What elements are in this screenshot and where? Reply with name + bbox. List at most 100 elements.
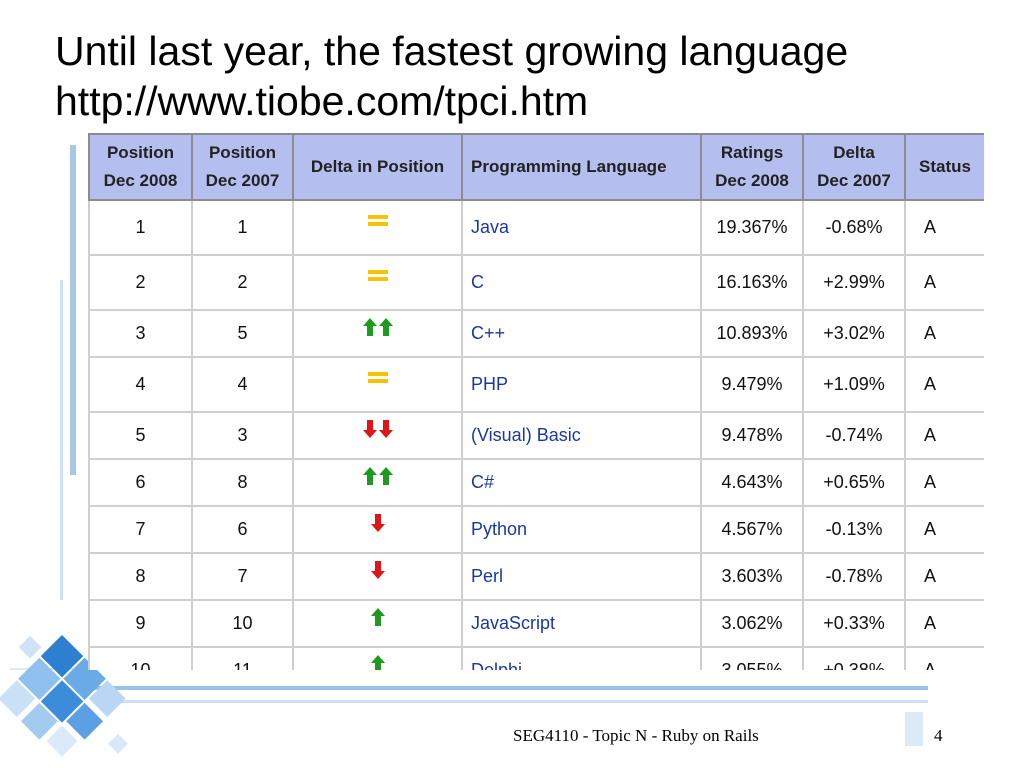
table-row: 6 8 C# 4.643% +0.65% A: [88, 458, 984, 507]
equal-icon: [367, 270, 388, 281]
cell-delta: +0.65%: [802, 458, 906, 507]
double-arrow-down-icon: [362, 420, 393, 438]
cell-language-link[interactable]: C#: [461, 458, 702, 507]
cell-delta-position: [292, 505, 463, 554]
cell-position-2007: 2: [191, 254, 294, 311]
cell-status: A: [904, 646, 984, 670]
tiobe-table-image: Position Dec 2008 Position Dec 2007 Delta …: [88, 133, 984, 670]
table-row: 3 5 C++ 10.893% +3.02% A: [88, 309, 984, 358]
cell-rating: 16.163%: [700, 254, 804, 311]
cell-language-link[interactable]: Java: [461, 199, 702, 256]
cell-language-link[interactable]: PHP: [461, 356, 702, 413]
cell-status: A: [904, 254, 984, 311]
cell-delta: +1.09%: [802, 356, 906, 413]
header-delta: Delta Dec 2007: [802, 133, 906, 201]
cell-delta-position: [292, 309, 463, 358]
cell-position-2007: 4: [191, 356, 294, 413]
cell-position-2008: 2: [88, 254, 193, 311]
cell-position-2008: 7: [88, 505, 193, 554]
cell-position-2008: 6: [88, 458, 193, 507]
cell-position-2008: 1: [88, 199, 193, 256]
header-ratings: Ratings Dec 2008: [700, 133, 804, 201]
cell-position-2008: 3: [88, 309, 193, 358]
cell-status: A: [904, 505, 984, 554]
header-delta-position: Delta in Position: [292, 133, 463, 201]
cell-position-2008: 8: [88, 552, 193, 601]
cell-position-2007: 10: [191, 599, 294, 648]
cell-rating: 10.893%: [700, 309, 804, 358]
table-row: 2 2 C 16.163% +2.99% A: [88, 254, 984, 311]
page-number: 4: [934, 726, 943, 745]
arrow-down-icon: [370, 514, 385, 532]
title-line-1: Until last year, the fastest growing lan…: [55, 28, 849, 74]
header-position-2008: Position Dec 2008: [88, 133, 193, 201]
table-row: 8 7 Perl 3.603% -0.78% A: [88, 552, 984, 601]
cell-position-2008: 9: [88, 599, 193, 648]
cell-delta-position: [292, 458, 463, 507]
table-header-row: Position Dec 2008 Position Dec 2007 Delta …: [88, 133, 984, 201]
table-body: 1 1 Java 19.367% -0.68% A 2 2 C 16.163% +2.99% A 3 5 C…: [88, 199, 984, 670]
table-row: 4 4 PHP 9.479% +1.09% A: [88, 356, 984, 413]
arrow-up-icon: [370, 655, 385, 670]
header-language: Programming Language: [461, 133, 702, 201]
cell-language-link[interactable]: C++: [461, 309, 702, 358]
title-url: http://www.tiobe.com/tpci.htm: [55, 78, 589, 124]
cell-delta-position: [292, 646, 463, 670]
cell-delta-position: [292, 356, 463, 413]
cell-status: A: [904, 199, 984, 256]
cell-delta: +3.02%: [802, 309, 906, 358]
cell-status: A: [904, 411, 984, 460]
cell-rating: 9.478%: [700, 411, 804, 460]
cell-delta: -0.13%: [802, 505, 906, 554]
cell-rating: 3.603%: [700, 552, 804, 601]
cell-delta: -0.68%: [802, 199, 906, 256]
cell-language-link[interactable]: Python: [461, 505, 702, 554]
cell-status: A: [904, 356, 984, 413]
cell-language-link[interactable]: Delphi: [461, 646, 702, 670]
cell-status: A: [904, 309, 984, 358]
cell-position-2008: 10: [88, 646, 193, 670]
cell-language-link[interactable]: JavaScript: [461, 599, 702, 648]
cell-position-2007: 1: [191, 199, 294, 256]
table-row: 10 11 Delphi 3.055% +0.38% A: [88, 646, 984, 670]
double-arrow-up-icon: [362, 467, 393, 485]
table-row: 7 6 Python 4.567% -0.13% A: [88, 505, 984, 554]
header-status: Status: [904, 133, 984, 201]
slide-footer: SEG4110 - Topic N - Ruby on Rails: [513, 726, 759, 745]
header-position-2007: Position Dec 2007: [191, 133, 294, 201]
cell-position-2007: 3: [191, 411, 294, 460]
cell-position-2007: 7: [191, 552, 294, 601]
cell-position-2007: 11: [191, 646, 294, 670]
cell-delta-position: [292, 254, 463, 311]
cell-position-2007: 5: [191, 309, 294, 358]
tiobe-index-table: Position Dec 2008 Position Dec 2007 Delta …: [88, 133, 984, 670]
cell-position-2008: 5: [88, 411, 193, 460]
cell-delta: +0.38%: [802, 646, 906, 670]
table-row: 1 1 Java 19.367% -0.68% A: [88, 199, 984, 256]
arrow-down-icon: [370, 561, 385, 579]
cell-delta-position: [292, 599, 463, 648]
cell-delta-position: [292, 411, 463, 460]
cell-rating: 9.479%: [700, 356, 804, 413]
cell-position-2008: 4: [88, 356, 193, 413]
slide-title: Until last year, the fastest growing lan…: [55, 26, 848, 126]
cell-rating: 3.062%: [700, 599, 804, 648]
cell-position-2007: 6: [191, 505, 294, 554]
cell-delta: -0.78%: [802, 552, 906, 601]
cell-delta-position: [292, 199, 463, 256]
cell-delta: +0.33%: [802, 599, 906, 648]
cell-status: A: [904, 552, 984, 601]
cell-language-link[interactable]: C: [461, 254, 702, 311]
cell-delta-position: [292, 552, 463, 601]
arrow-up-icon: [370, 608, 385, 626]
cell-rating: 4.567%: [700, 505, 804, 554]
equal-icon: [367, 372, 388, 383]
equal-icon: [367, 215, 388, 226]
cell-delta: +2.99%: [802, 254, 906, 311]
cell-language-link[interactable]: Perl: [461, 552, 702, 601]
cell-position-2007: 8: [191, 458, 294, 507]
double-arrow-up-icon: [362, 318, 393, 336]
table-row: 5 3 (Visual) Basic 9.478% -0.74% A: [88, 411, 984, 460]
cell-delta: -0.74%: [802, 411, 906, 460]
cell-language-link[interactable]: (Visual) Basic: [461, 411, 702, 460]
